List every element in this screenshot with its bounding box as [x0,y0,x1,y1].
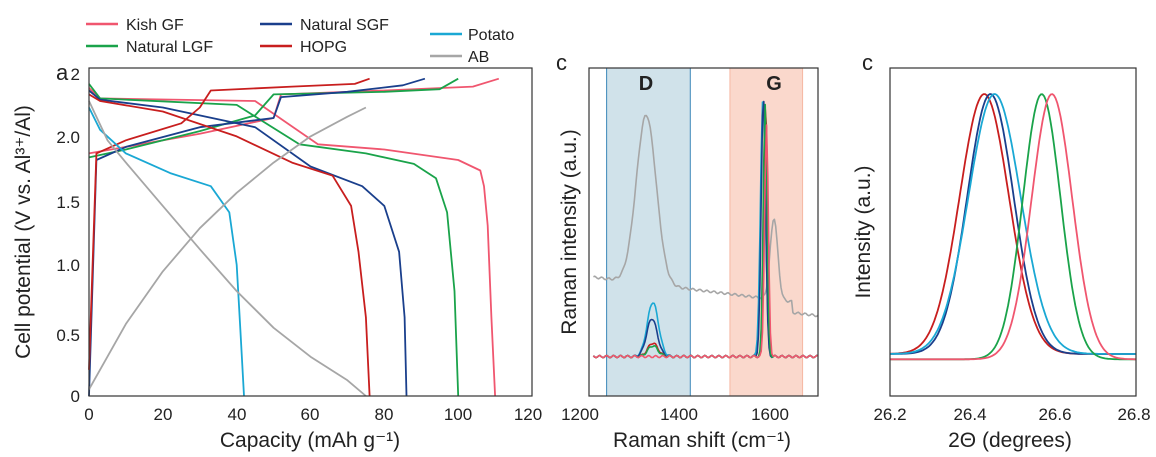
panel-capacity-xlabel: Capacity (mAh g⁻¹) [220,429,400,452]
panel-capacity-ytick-1: 0.5 [56,326,80,345]
legend: Kish GF Natural LGF Natural SGF HOPG Pot… [86,17,514,66]
legend-label-ab: AB [468,49,489,66]
panel-capacity-ylabel: Cell potential (V vs. Al³⁺/Al) [12,105,35,359]
panel-raman-frame [588,67,819,397]
panel-capacity-xtick-3: 60 [301,405,320,424]
legend-label-hopg: HOPG [300,39,347,56]
panel-xrd-xtick-0: 26.2 [873,405,906,424]
panel-capacity-xtick-6: 120 [514,405,542,424]
panel-raman-label: c [556,50,567,75]
panel-capacity-ytick-0: 0 [71,387,80,406]
panel-capacity-xtick-1: 20 [154,405,173,424]
panel-xrd-frame [889,67,1137,397]
legend-label-potato: Potato [468,27,514,44]
panel-capacity-xtick-0: 0 [84,405,93,424]
panel-xrd-xtick-2: 26.6 [1038,405,1071,424]
panel-capacity-ytick-5: 2 [71,65,80,84]
raman-series-kish-gf [592,124,819,359]
series-ab-charge [88,106,367,390]
panel-raman-bands [606,67,804,397]
panel-capacity-ytick-2: 1.0 [56,256,80,275]
panel-capacity-label: a [56,60,69,85]
raman-series-ab [593,114,819,318]
panel-xrd-xlabel: 2Θ (degrees) [948,429,1072,452]
legend-label-natural-lgf: Natural LGF [126,39,213,56]
panel-capacity-ytick-3: 1.5 [56,193,80,212]
series-kish-gf-discharge [88,87,496,397]
panel-capacity-ytick-4: 2.0 [56,128,80,147]
panel-raman-band-d-label: D [639,73,653,95]
panel-raman-xtick-0: 1200 [561,405,599,424]
panel-xrd-ylabel: Intensity (a.u.) [852,165,875,298]
panel-capacity-xtick-5: 100 [444,405,472,424]
series-hopg-discharge [88,93,371,397]
panel-raman-series [592,100,819,359]
series-natural-lgf-discharge [88,83,460,397]
series-natural-sgf-discharge [88,89,408,397]
panel-raman-ylabel: Raman intensity (a.u.) [558,129,581,334]
legend-label-kish-gf: Kish GF [126,17,184,34]
legend-label-natural-sgf: Natural SGF [300,17,389,34]
panel-xrd-xtick-3: 26.8 [1117,405,1150,424]
panel-raman-xlabel: Raman shift (cm⁻¹) [613,429,791,452]
panel-xrd-xtick-1: 26.4 [953,405,986,424]
series-natural-lgf-charge [88,77,459,159]
series-hopg-charge [88,77,370,370]
panel-capacity: a 0 0.5 1.0 1.5 2.0 2 0 20 40 60 80 100 … [12,60,542,452]
panel-xrd: c 26.2 26.4 26.6 26.8 2Θ (degrees) Inten… [852,50,1151,452]
panel-raman-xtick-2: 1600 [751,405,789,424]
panel-xrd-label: c [862,50,873,75]
series-ab-discharge [88,100,367,397]
panel-capacity-xtick-2: 40 [228,405,247,424]
panel-capacity-frame [88,67,533,397]
panel-capacity-series [88,77,500,397]
series-potato-discharge [88,107,245,397]
series-natural-sgf-charge [88,77,426,397]
panel-raman: c D G 1200 1400 1600 Raman shift (cm⁻¹) … [556,50,819,452]
xrd-series-kish-gf [890,93,1136,361]
panel-xrd-series [889,93,1136,361]
panel-capacity-xtick-4: 80 [375,405,394,424]
panel-raman-xtick-1: 1400 [660,405,698,424]
panel-raman-band-g-label: G [766,73,782,95]
